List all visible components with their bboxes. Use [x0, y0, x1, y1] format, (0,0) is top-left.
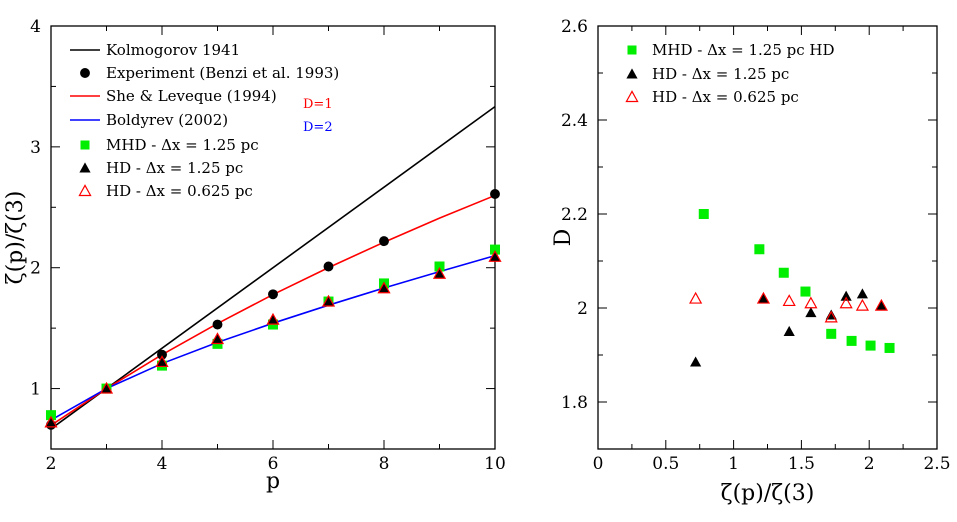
r-marker-hd-1-25-3	[805, 307, 817, 318]
x-tick-label-8: 8	[379, 454, 390, 474]
r-x-axis-label: ζ(p)/ζ(3)	[721, 481, 815, 506]
r-marker-hd-0-625-3	[804, 296, 818, 309]
marker-hd-0-625-p6	[266, 312, 280, 325]
marker-experiment-p10	[490, 189, 500, 199]
r-marker-hd-1-25-6	[856, 288, 868, 299]
r-x-tick-label-2-5: 2.5	[923, 454, 950, 474]
r-x-tick-label-1-5: 1.5	[788, 454, 815, 474]
marker-hd-1-25-p9	[433, 268, 446, 279]
legend-label-0: Kolmogorov 1941	[106, 41, 240, 59]
r-legend-swatch-1	[626, 68, 638, 79]
legend-swatch-5	[79, 162, 91, 173]
r-legend-label-0: MHD - Δx = 1.25 pc HD	[652, 41, 835, 59]
r-legend-swatch-2	[625, 90, 639, 103]
r-y-tick-label-2-4: 2.4	[561, 111, 588, 131]
r-marker-hd-1-25-0	[690, 356, 702, 367]
y-tick-label-3: 3	[30, 138, 41, 158]
marker-hd-1-25-p10	[489, 251, 501, 262]
r-legend-label-2: HD - Δx = 0.625 pc	[652, 88, 799, 106]
r-marker-hd-0-625-7	[874, 298, 889, 311]
r-marker-mhd-1-25-7	[884, 342, 895, 353]
marker-hd-0-625-p10	[488, 250, 502, 262]
marker-hd-0-625-p3	[99, 381, 114, 394]
r-marker-mhd-1-25-1	[754, 244, 765, 255]
r-marker-hd-1-25-1	[757, 293, 770, 304]
marker-hd-1-25-p3	[100, 382, 113, 394]
marker-hd-1-25-p2	[45, 416, 57, 427]
x-tick-label-4: 4	[157, 454, 168, 474]
marker-hd-1-25-p7	[322, 295, 335, 307]
marker-hd-1-25-p8	[378, 282, 390, 293]
legend-label-3: Boldyrev (2002)	[106, 111, 228, 129]
marker-hd-0-625-p8	[377, 281, 391, 294]
annotation-d2: D=2	[303, 120, 333, 135]
x-tick-label-10: 10	[484, 454, 506, 474]
r-marker-mhd-1-25-6	[865, 340, 876, 351]
r-marker-mhd-1-25-5	[846, 335, 857, 346]
line-boldyrev	[50, 254, 496, 421]
r-marker-hd-0-625-0	[689, 291, 703, 304]
marker-hd-1-25-p5	[211, 333, 224, 344]
marker-mhd-1-25-p10	[490, 244, 500, 255]
marker-mhd-1-25-p2	[46, 410, 56, 421]
r-marker-mhd-1-25-4	[826, 328, 837, 339]
marker-hd-0-625-p9	[432, 266, 447, 279]
r-marker-hd-0-625-5	[839, 296, 853, 309]
marker-hd-0-625-p4	[155, 355, 169, 368]
marker-hd-0-625-p5	[210, 332, 225, 345]
annotation-d1: D=1	[303, 97, 333, 112]
r-y-tick-label-1-8: 1.8	[561, 393, 588, 413]
r-marker-hd-0-625-1	[756, 291, 771, 304]
marker-experiment-p7	[323, 261, 334, 272]
x-tick-label-6: 6	[268, 454, 279, 474]
r-legend-swatch-0	[627, 45, 637, 55]
r-marker-mhd-1-25-2	[778, 267, 789, 278]
marker-mhd-1-25-p9	[434, 261, 445, 272]
y-tick-label-4: 4	[30, 17, 41, 37]
line-kolmogorov	[50, 105, 496, 430]
r-marker-hd-0-625-4	[824, 310, 838, 323]
r-marker-mhd-1-25-0	[698, 209, 709, 219]
legend-label-5: HD - Δx = 1.25 pc	[106, 159, 243, 177]
right-chart: 0 0.5 1 1.5 2 2.5 1.8 2 2.2 2.4 2.6 ζ(p)/ζ(3) D MHD -…	[551, 17, 951, 506]
y-tick-label-1: 1	[30, 380, 41, 400]
r-x-tick-label-1: 1	[728, 454, 739, 474]
marker-experiment-p8	[379, 236, 389, 247]
marker-experiment-p6	[268, 289, 278, 300]
marker-experiment-p5	[212, 319, 223, 330]
r-x-tick-label-2: 2	[864, 454, 875, 474]
r-x-tick-label-0: 0	[593, 454, 604, 474]
legend-label-6: HD - Δx = 0.625 pc	[106, 182, 253, 200]
r-marker-hd-0-625-6	[855, 298, 870, 311]
marker-experiment-p4	[157, 349, 167, 360]
marker-hd-0-625-p7	[321, 294, 336, 307]
r-y-tick-label-2-6: 2.6	[561, 17, 588, 37]
legend-label-2: She & Leveque (1994)	[106, 87, 277, 105]
r-marker-hd-1-25-2	[783, 325, 795, 336]
marker-hd-0-625-p2	[44, 415, 58, 428]
x-tick-label-2: 2	[46, 454, 57, 474]
legend-label-4: MHD - Δx = 1.25 pc	[106, 136, 259, 154]
legend-swatch-4	[80, 140, 90, 150]
x-axis-label: p	[266, 469, 280, 494]
line-she-leveque	[50, 194, 496, 426]
legend-label-1: Experiment (Benzi et al. 1993)	[106, 64, 339, 82]
y-axis-label: ζ(p)/ζ(3)	[3, 191, 28, 285]
legend-swatch-1	[80, 68, 90, 78]
r-legend-label-1: HD - Δx = 1.25 pc	[652, 65, 789, 83]
r-marker-hd-0-625-2	[782, 294, 796, 307]
r-y-tick-label-2: 2	[577, 299, 588, 319]
r-marker-hd-1-25-5	[840, 290, 852, 301]
r-x-tick-label-0-5: 0.5	[652, 454, 679, 474]
legend-swatch-6	[78, 184, 92, 197]
y-tick-label-2: 2	[30, 259, 41, 279]
r-marker-mhd-1-25-3	[800, 286, 811, 297]
r-y-axis-label: D	[551, 229, 576, 247]
marker-hd-1-25-p6	[267, 314, 279, 325]
r-marker-hd-1-25-7	[875, 300, 887, 311]
marker-hd-1-25-p4	[156, 356, 168, 367]
r-y-tick-label-2-2: 2.2	[561, 205, 588, 225]
